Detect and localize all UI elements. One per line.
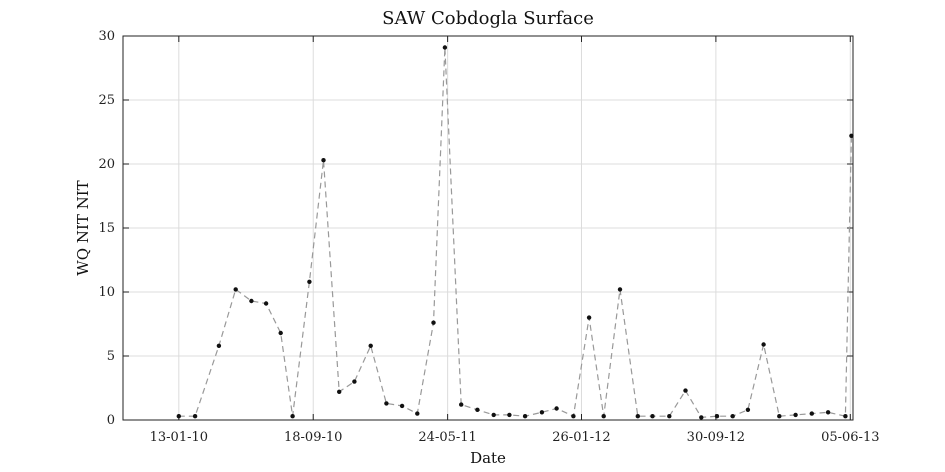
x-tick-label: 13-01-10 xyxy=(150,430,208,445)
y-axis-label: WQ NIT NIT xyxy=(74,180,92,275)
data-point xyxy=(714,414,720,419)
y-tick-label: 15 xyxy=(98,221,115,236)
data-point xyxy=(384,401,389,406)
data-point xyxy=(459,402,464,407)
y-tick-label: 0 xyxy=(107,413,115,428)
data-point xyxy=(431,320,436,325)
data-point xyxy=(522,414,528,419)
data-point xyxy=(491,412,496,418)
data-point xyxy=(635,414,640,419)
x-tick-label: 05-06-13 xyxy=(821,430,879,445)
data-point xyxy=(263,301,269,306)
data-point xyxy=(539,410,545,415)
data-point xyxy=(683,388,688,393)
data-point xyxy=(745,407,751,412)
y-tick-label: 20 xyxy=(98,157,115,172)
data-point xyxy=(176,414,181,419)
data-point xyxy=(571,414,576,419)
data-point xyxy=(650,414,655,419)
data-point xyxy=(233,287,238,292)
data-series xyxy=(176,45,854,420)
x-tick-label: 26-01-12 xyxy=(552,430,610,445)
chart-title: SAW Cobdogla Surface xyxy=(382,8,594,29)
data-point xyxy=(793,412,798,418)
grid-lines xyxy=(123,36,853,420)
data-point xyxy=(601,414,606,419)
data-point xyxy=(249,298,254,304)
data-point xyxy=(290,414,295,419)
x-axis-label: Date xyxy=(470,449,506,467)
x-tick-label: 18-09-10 xyxy=(284,430,342,445)
data-point xyxy=(825,410,831,415)
data-point xyxy=(761,342,766,347)
x-tick-label: 30-09-12 xyxy=(687,430,745,445)
data-point xyxy=(442,45,448,50)
data-point xyxy=(586,315,592,320)
data-point xyxy=(216,343,222,348)
data-point xyxy=(777,414,782,419)
series-line xyxy=(178,47,852,419)
data-point xyxy=(278,330,283,336)
data-point xyxy=(667,414,672,419)
x-tick-label: 24-05-11 xyxy=(418,430,476,445)
data-point xyxy=(307,279,312,284)
data-point xyxy=(415,411,420,416)
y-tick-label: 30 xyxy=(98,29,115,44)
data-point xyxy=(352,379,357,384)
data-point xyxy=(809,411,814,416)
data-point xyxy=(849,133,854,138)
axes: 0 5 10 15 20 25 30 13-01-10 18-09-10 24-05-11 26-0… xyxy=(98,29,879,445)
y-tick-label: 5 xyxy=(107,349,115,364)
data-point xyxy=(507,412,512,418)
data-point xyxy=(321,158,326,163)
data-point xyxy=(730,414,735,419)
data-point xyxy=(399,403,405,409)
data-point xyxy=(617,287,623,292)
y-tick-label: 10 xyxy=(98,285,115,300)
data-point xyxy=(337,389,342,394)
data-point xyxy=(192,414,198,419)
data-point xyxy=(475,407,480,412)
data-point xyxy=(699,415,704,420)
data-point xyxy=(368,343,373,348)
data-point xyxy=(843,414,848,419)
y-tick-label: 25 xyxy=(98,93,115,108)
data-point xyxy=(554,406,559,411)
